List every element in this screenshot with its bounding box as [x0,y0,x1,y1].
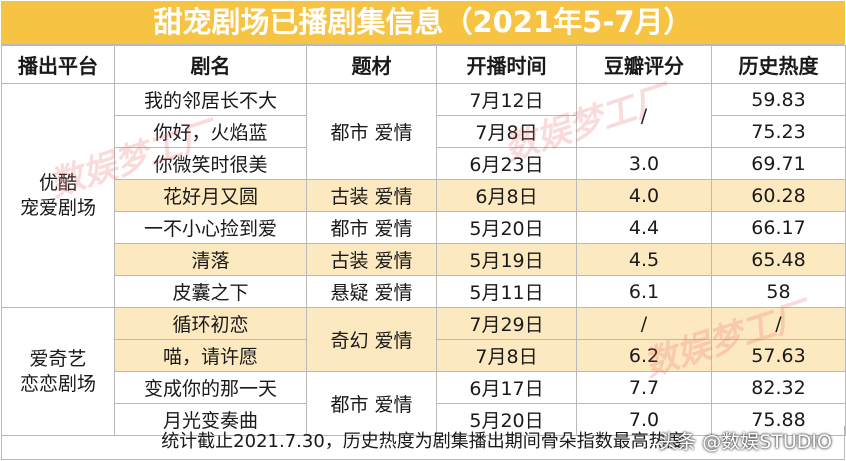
rating-cell: 4.0 [576,179,712,212]
platform-iqiyi: 爱奇艺 恋恋剧场 [1,307,115,436]
premiere-date: 5月11日 [436,275,577,308]
genre-cell: 都市 爱情 [306,371,437,436]
genre-cell: 古装 爱情 [306,243,437,276]
premiere-date: 7月8日 [436,339,577,372]
heat-cell: / [711,307,846,340]
premiere-date: 6月17日 [436,371,577,404]
table-row: 优酷 宠爱剧场 我的邻居长不大 都市 爱情 7月12日 / 59.83 [1,83,846,308]
rating-cell: / [576,307,712,340]
premiere-date: 6月23日 [436,147,577,180]
heat-cell: 65.48 [711,243,846,276]
heat-cell: 75.88 [711,403,846,436]
drama-name: 一不小心捡到爱 [114,211,307,244]
rating-cell: 6.1 [576,275,712,308]
rating-cell: 7.7 [576,371,712,404]
rating-cell: / [576,83,712,148]
table-row: 清落 古装 爱情 5月19日 4.5 65.48 [1,243,846,276]
table-row: 你好，火焰蓝 7月8日 75.23 [2,115,846,148]
header-platform: 播出平台 [1,45,115,84]
drama-name: 皮囊之下 [114,275,307,308]
premiere-date: 7月8日 [436,115,577,148]
premiere-date: 7月12日 [436,83,577,116]
table-row: 变成你的那一天 都市 爱情 6月17日 7.7 82.32 [2,371,846,436]
drama-name: 喵，请许愿 [114,339,307,372]
drama-name: 变成你的那一天 [114,371,307,404]
heat-cell: 69.71 [711,147,846,180]
header-genre: 题材 [306,45,437,84]
heat-cell: 60.28 [711,179,846,212]
table-row: 你微笑时很美 6月23日 3.0 69.71 [2,147,846,180]
premiere-date: 7月29日 [436,307,577,340]
sheet-title: 甜宠剧场已播剧集信息（2021年5-7月） [1,1,845,45]
footnote: 统计截止2021.7.30，历史热度为剧集播出期间骨朵指数最高热度 [1,426,845,460]
heat-cell: 57.63 [711,339,846,372]
rating-cell: 3.0 [576,147,712,180]
platform-name: 优酷 [38,171,77,194]
heat-cell: 75.23 [711,115,846,148]
platform-name: 爱奇艺 [29,347,87,370]
rating-cell: 6.2 [576,339,712,372]
premiere-date: 5月20日 [436,211,577,244]
premiere-date: 5月19日 [436,243,577,276]
genre-cell: 都市 爱情 [306,211,437,244]
header-history-heat: 历史热度 [711,45,846,84]
header-drama-name: 剧名 [114,45,307,84]
drama-name: 月光变奏曲 [114,403,307,436]
table-row: 爱奇艺 恋恋剧场 循环初恋 奇幻 爱情 7月29日 / / [1,307,846,436]
genre-cell: 奇幻 爱情 [306,307,437,372]
platform-theater: 宠爱剧场 [19,196,96,219]
premiere-date: 6月8日 [436,179,577,212]
premiere-date: 5月20日 [436,403,577,436]
drama-name: 循环初恋 [114,307,307,340]
heat-cell: 59.83 [711,83,846,116]
table-row: 花好月又圆 古装 爱情 6月8日 4.0 60.28 [1,179,846,212]
heat-cell: 66.17 [711,211,846,244]
source-credit: 头条 @数娱STUDIO [658,431,832,453]
drama-table: 播出平台 剧名 题材 开播时间 豆瓣评分 历史热度 优酷 宠爱剧场 我的邻居长不大… [1,45,846,436]
genre-cell: 都市 爱情 [306,83,437,180]
table-row: 一不小心捡到爱 都市 爱情 5月20日 4.4 66.17 [2,211,846,244]
header-douban-rating: 豆瓣评分 [576,45,712,84]
heat-cell: 82.32 [711,371,846,404]
table-row: 皮囊之下 悬疑 爱情 5月11日 6.1 58 [2,275,846,308]
platform-youku: 优酷 宠爱剧场 [1,83,115,308]
drama-name: 我的邻居长不大 [114,83,307,116]
drama-name: 你微笑时很美 [114,147,307,180]
genre-cell: 古装 爱情 [306,179,437,212]
heat-cell: 58 [711,275,846,308]
genre-cell: 悬疑 爱情 [306,275,437,308]
header-premiere-date: 开播时间 [436,45,577,84]
drama-name: 花好月又圆 [114,179,307,212]
rating-cell: 4.4 [576,211,712,244]
drama-name: 清落 [114,243,307,276]
table-row: 月光变奏曲 5月20日 7.0 75.88 [2,403,846,436]
platform-theater: 恋恋剧场 [19,372,96,395]
rating-cell: 4.5 [576,243,712,276]
header-row: 播出平台 剧名 题材 开播时间 豆瓣评分 历史热度 [1,45,846,84]
drama-name: 你好，火焰蓝 [114,115,307,148]
